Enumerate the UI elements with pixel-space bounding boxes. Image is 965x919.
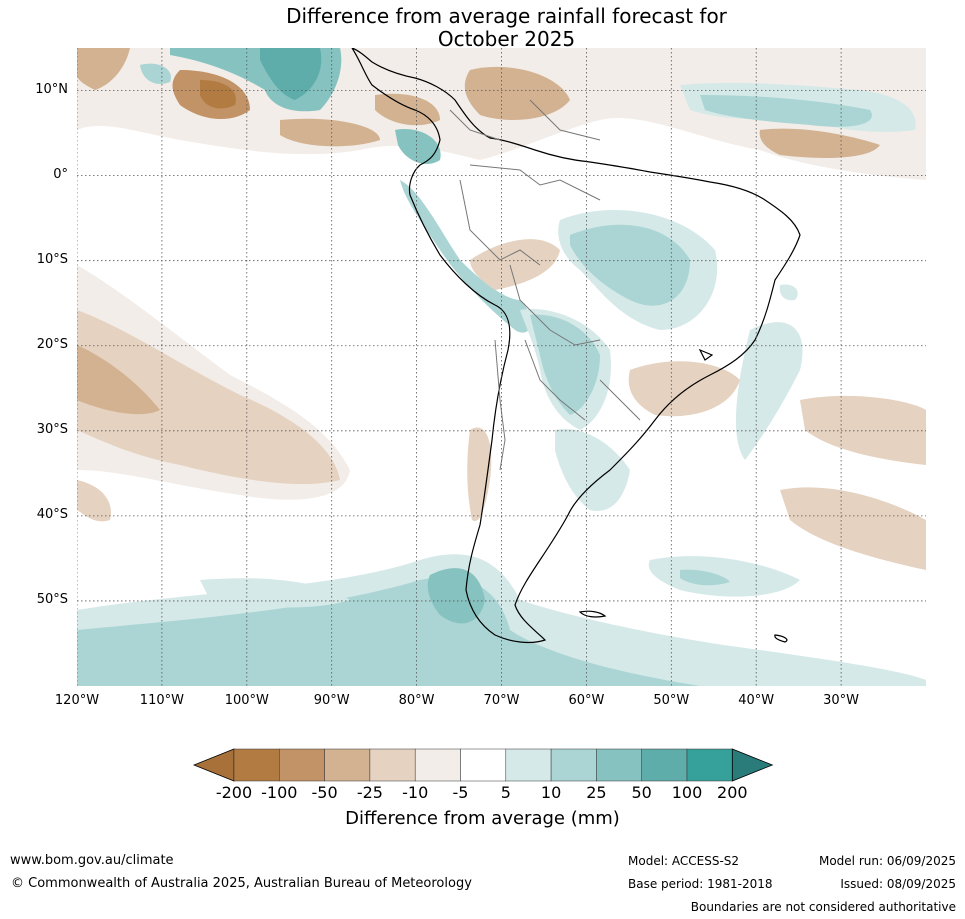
latitude-tick-label: 50°S	[36, 591, 68, 607]
longitude-tick-label: 70°W	[483, 693, 520, 708]
colorbar-swatch	[686, 748, 733, 782]
colorbar-tick-label: -100	[261, 783, 298, 802]
colorbar-tick-label: 100	[671, 783, 703, 802]
colorbar-tick-label: -5	[452, 783, 469, 802]
colorbar-swatch	[324, 748, 371, 782]
map-title-line2: October 2025	[437, 27, 576, 51]
longitude-tick-label: 30°W	[823, 693, 860, 708]
longitude-tick-label: 50°W	[653, 693, 690, 708]
country-borders-layer	[449, 99, 641, 471]
colorbar-swatch	[550, 748, 597, 782]
latitude-tick-label: 10°N	[35, 81, 68, 97]
base-period-label: Base period: 1981-2018	[628, 877, 773, 891]
longitude-tick-label: 110°W	[139, 693, 184, 708]
colorbar-title: Difference from average (mm)	[345, 808, 620, 829]
longitude-tick-label: 60°W	[568, 693, 605, 708]
model-label: Model: ACCESS-S2	[628, 854, 740, 868]
latitude-tick-label: 0°	[53, 166, 68, 182]
longitude-tick-label: 90°W	[313, 693, 350, 708]
colorbar-swatch	[460, 748, 507, 782]
colorbar-tick-label: 50	[631, 783, 652, 802]
boundaries-disclaimer: Boundaries are not considered authoritat…	[690, 900, 956, 914]
copyright-notice: © Commonwealth of Australia 2025, Austra…	[11, 876, 472, 891]
latitude-tick-label: 20°S	[36, 336, 68, 352]
website-link[interactable]: www.bom.gov.au/climate	[10, 853, 174, 868]
colorbar-tick-label: 10	[540, 783, 562, 802]
colorbar-swatch	[505, 748, 552, 782]
longitude-tick-label: 40°W	[738, 693, 775, 708]
issued-date-label: Issued: 08/09/2025	[840, 877, 956, 891]
colorbar-tick-label: -25	[356, 783, 383, 802]
model-run-label: Model run: 06/09/2025	[818, 854, 956, 868]
colorbar-swatch	[641, 748, 688, 782]
colorbar-tick-label: -10	[402, 783, 429, 802]
colorbar-low-arrow	[192, 748, 235, 782]
colorbar-swatch	[414, 748, 461, 782]
colorbar-tick-label: 5	[500, 783, 511, 802]
colorbar	[192, 748, 774, 782]
colorbar-high-arrow	[731, 748, 774, 782]
colorbar-tick-label: 25	[586, 783, 607, 802]
colorbar-swatch	[369, 748, 416, 782]
longitude-tick-label: 100°W	[224, 693, 269, 708]
colorbar-tick-label: -200	[215, 783, 253, 802]
longitude-tick-label: 120°W	[54, 693, 100, 708]
coastline-layer	[351, 48, 801, 644]
latitude-tick-label: 10°S	[36, 251, 68, 267]
graticule	[77, 48, 926, 686]
latitude-tick-label: 40°S	[36, 506, 68, 522]
colorbar-tick-label: -50	[311, 783, 338, 802]
longitude-tick-label: 80°W	[398, 693, 435, 708]
colorbar-swatch	[279, 748, 325, 782]
map-title-line1: Difference from average rainfall forecas…	[286, 4, 727, 28]
colorbar-tick-label: 200	[717, 783, 748, 802]
colorbar-swatch	[233, 748, 280, 782]
latitude-tick-label: 30°S	[36, 421, 68, 437]
colorbar-swatch	[596, 748, 642, 782]
